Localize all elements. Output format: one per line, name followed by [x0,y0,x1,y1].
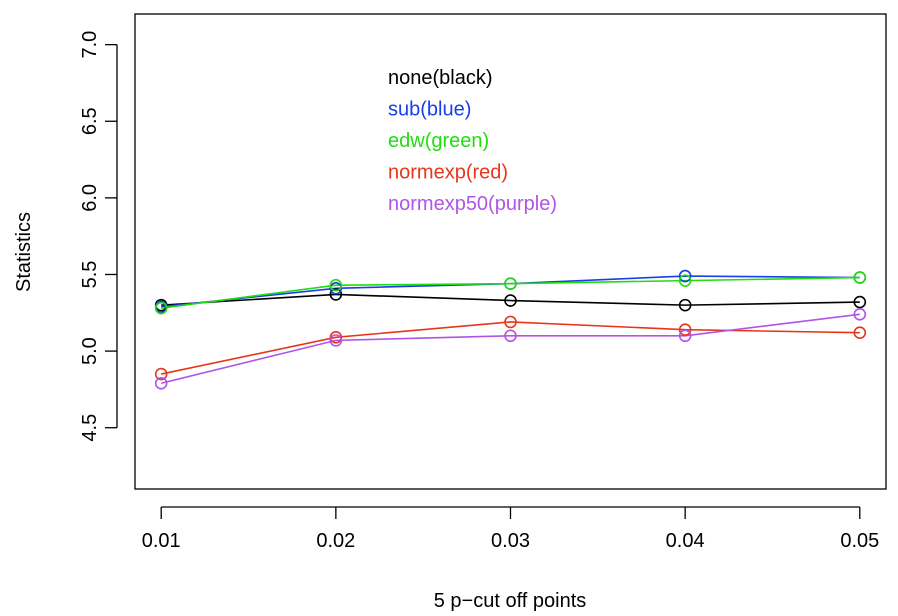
y-tick-label: 6.0 [79,184,101,212]
plot-area-frame [134,13,887,490]
data-point [678,274,692,287]
series-line-4 [161,313,860,385]
legend-entry: sub(blue) [388,99,471,121]
y-axis-title: Statistics [13,212,35,292]
y-tick-label: 6.5 [79,107,101,135]
x-tick-label: 0.01 [142,530,181,552]
legend-entry: edw(green) [388,130,489,152]
data-point [853,271,867,284]
data-point [329,334,343,347]
data-point [853,326,867,340]
data-point [329,288,343,301]
data-point [329,278,343,292]
x-tick-label: 0.03 [491,530,530,552]
data-point [504,294,517,307]
series-line-0 [161,293,860,306]
legend: none(black) sub(blue) edw(green) normexp(re… [388,67,557,215]
data-point [504,315,517,329]
y-tick-label: 4.5 [79,414,101,442]
series-points [154,269,867,390]
x-tick-label: 0.05 [840,530,879,552]
legend-entry: normexp50(purple) [388,193,557,215]
data-point [853,295,867,309]
data-point [504,277,517,290]
series-line-1 [161,275,860,308]
data-point [154,376,168,390]
data-point [678,329,692,343]
legend-entry: normexp(red) [388,162,508,184]
data-point [678,269,692,283]
y-axis: 4.5 5.0 5.5 6.0 6.5 7.0 [79,31,118,442]
x-tick-label: 0.04 [666,530,705,552]
y-tick-label: 5.5 [79,261,101,289]
data-point [154,367,168,381]
data-point [853,308,867,321]
legend-entry: none(black) [388,67,493,89]
data-point [678,323,692,336]
x-axis: 0.01 0.02 0.03 0.04 0.05 [142,506,879,552]
data-point [154,301,168,315]
x-tick-label: 0.02 [316,530,355,552]
series-line-2 [161,276,860,309]
series-line-3 [161,321,860,375]
data-point [504,329,517,343]
y-tick-label: 5.0 [79,337,101,365]
y-tick-label: 7.0 [79,31,101,59]
data-point [678,298,692,312]
x-axis-title: 5 p−cut off points [434,590,587,612]
series-lines [161,275,860,385]
